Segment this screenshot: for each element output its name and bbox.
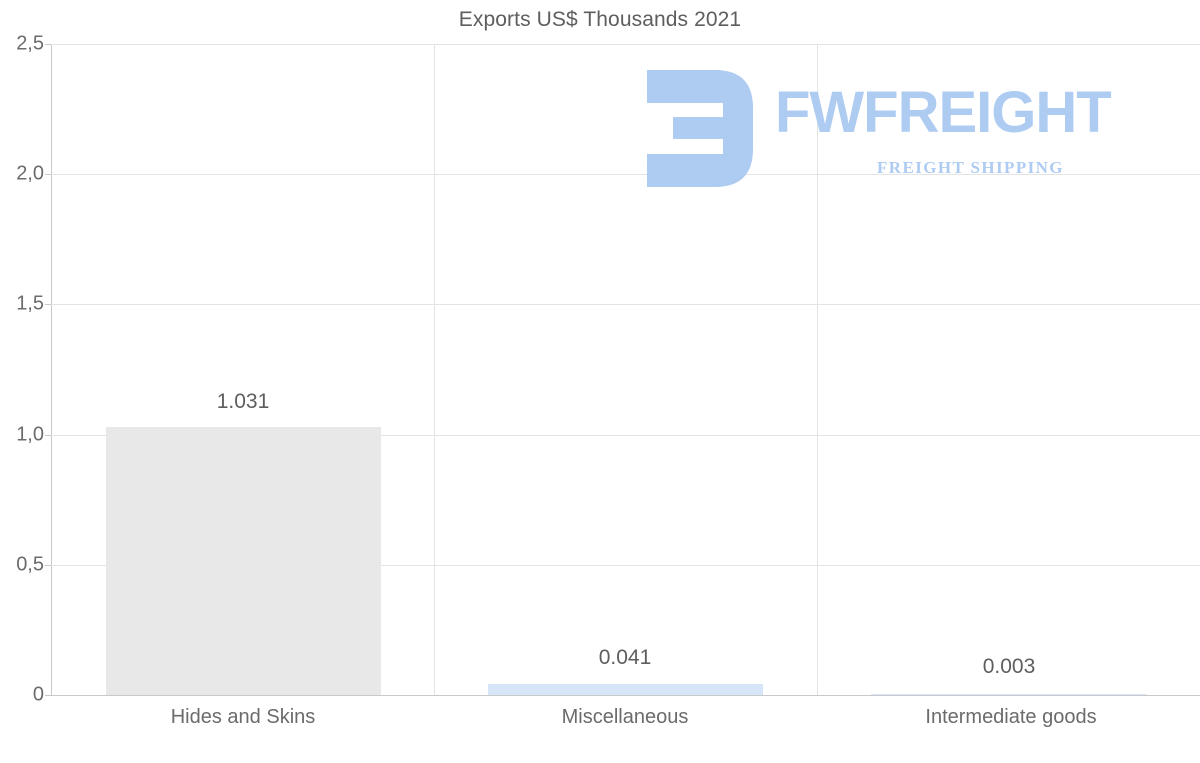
y-tick-label-2-5: 2,5 [16, 32, 44, 55]
gridline-baseline-0 [51, 695, 1200, 696]
bar-intermediate-goods[interactable] [871, 694, 1146, 695]
category-label-miscellaneous: Miscellaneous [561, 706, 689, 728]
y-tick-mark-1-5 [45, 304, 51, 305]
y-tick-mark-0 [45, 695, 51, 696]
value-label-intermediate-goods: 0.003 [982, 655, 1036, 678]
bar-miscellaneous[interactable] [488, 684, 763, 695]
value-label-miscellaneous: 0.041 [598, 646, 652, 669]
y-axis-tick-labels: 2,5 2,0 1,5 1,0 0,5 0 [0, 0, 51, 763]
category-divider-1 [434, 44, 435, 695]
y-tick-mark-2-5 [45, 44, 51, 45]
y-tick-label-2-0: 2,0 [16, 162, 44, 185]
plot-area [51, 44, 1200, 696]
bar-hides-and-skins[interactable] [106, 427, 381, 695]
chart-title: Exports US$ Thousands 2021 [458, 8, 742, 31]
gridline-1-5 [51, 304, 1200, 305]
gridline-2-0 [51, 174, 1200, 175]
category-divider-2 [817, 44, 818, 695]
gridline-2-5 [51, 44, 1200, 45]
y-tick-mark-2-0 [45, 174, 51, 175]
category-label-hides-and-skins: Hides and Skins [170, 706, 316, 728]
category-label-intermediate-goods: Intermediate goods [925, 706, 1097, 728]
y-tick-label-0-5: 0,5 [16, 553, 44, 576]
y-tick-mark-0-5 [45, 565, 51, 566]
gridline-0-5 [51, 565, 1200, 566]
value-label-hides-and-skins: 1.031 [216, 390, 270, 413]
y-tick-label-1-5: 1,5 [16, 292, 44, 315]
gridline-1-0 [51, 435, 1200, 436]
y-axis-line [51, 44, 52, 696]
y-tick-label-1-0: 1,0 [16, 423, 44, 446]
y-tick-label-0: 0 [32, 683, 44, 706]
y-tick-mark-1-0 [45, 435, 51, 436]
